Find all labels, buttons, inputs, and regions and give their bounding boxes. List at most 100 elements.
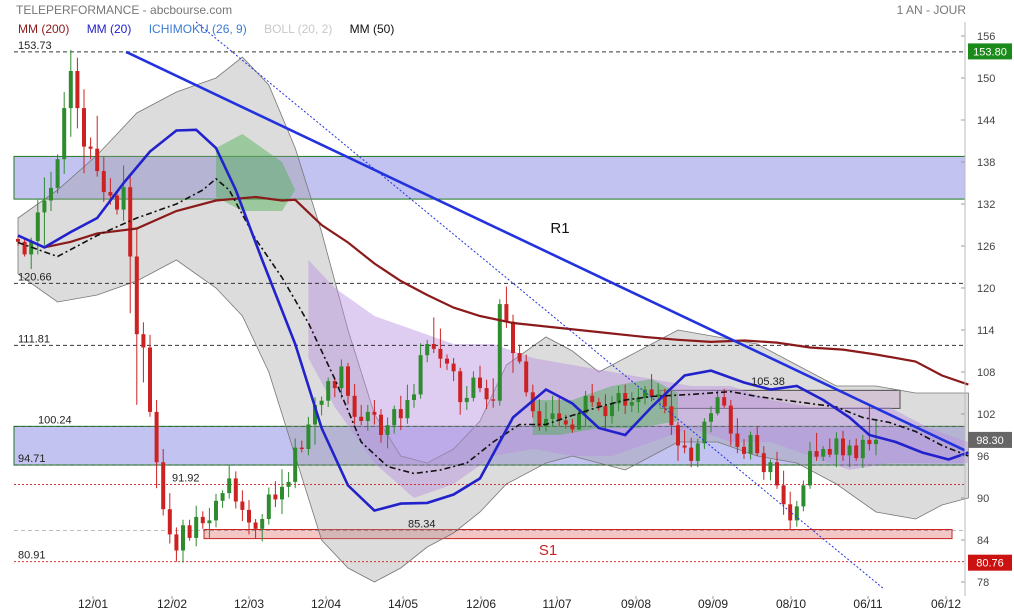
candle-up	[643, 389, 647, 398]
candle-down	[669, 406, 674, 426]
candle-down	[662, 394, 667, 407]
y-tick-label: 84	[977, 535, 989, 547]
candle-up	[794, 506, 799, 521]
level-label: 94.71	[18, 453, 46, 465]
candle-up	[306, 424, 311, 449]
candle-down	[596, 402, 601, 407]
x-tick-label: 08/10	[776, 597, 806, 611]
candle-up	[49, 187, 53, 201]
candle-down	[75, 71, 80, 109]
y-tick-label: 144	[977, 115, 995, 127]
candle-down	[174, 534, 179, 551]
candle-down	[82, 108, 86, 147]
candle-down	[458, 371, 463, 403]
annotation-s1: S1	[539, 542, 557, 559]
candle-up	[418, 355, 423, 395]
candle-down	[233, 478, 238, 502]
price-tag-label: 98.30	[976, 435, 1004, 447]
candle-up	[801, 485, 806, 507]
trendlines-layer	[125, 21, 966, 590]
mm50-line	[17, 177, 969, 475]
candle-up	[616, 393, 621, 404]
candle-down	[814, 451, 819, 457]
x-tick-label: 06/11	[853, 597, 882, 611]
candle-down	[167, 509, 172, 535]
candle-down	[88, 146, 93, 149]
candle-up	[220, 493, 225, 501]
candle-down	[148, 347, 152, 412]
candle-up	[834, 438, 839, 455]
candle-down	[854, 445, 859, 459]
resistance-zone-top	[13, 155, 966, 200]
candle-down	[352, 395, 357, 417]
legend-ichimoku: ICHIMOKU (26, 9)	[148, 22, 247, 36]
candle-down	[22, 241, 27, 255]
annotations-layer: R1 S1 105.38	[539, 220, 785, 559]
candle-up	[464, 397, 469, 403]
level-label: 85.34	[408, 519, 436, 531]
candle-down	[200, 516, 205, 524]
y-axis: 78 84 90 96 102 108 114 120 126 132 138 144 150 156	[961, 22, 995, 596]
candle-down	[761, 453, 766, 473]
candle-up	[313, 404, 317, 425]
candle-down	[115, 195, 119, 210]
candle-down	[728, 405, 733, 434]
candle-down	[299, 447, 304, 449]
candle-down	[788, 504, 793, 521]
candle-up	[550, 413, 555, 419]
y-tick-label: 150	[977, 73, 995, 85]
candle-down	[273, 494, 278, 500]
x-tick-label: 09/09	[698, 597, 728, 611]
candle-down	[332, 381, 337, 389]
candle-down	[372, 411, 377, 415]
legend-mm50: MM (50)	[349, 22, 395, 36]
candle-up	[715, 397, 720, 414]
y-tick-label: 126	[977, 241, 995, 253]
candle-up	[121, 187, 126, 210]
candle-down	[775, 462, 779, 486]
candle-down	[154, 411, 159, 463]
legend-boll: BOLL (20, 2)	[264, 22, 333, 36]
candle-down	[247, 509, 251, 523]
candle-down	[563, 420, 568, 425]
candle-down	[867, 439, 872, 445]
ichimoku-cloud-bearish	[308, 260, 969, 498]
candle-up	[385, 425, 390, 435]
candle-down	[253, 522, 258, 529]
candle-up	[207, 520, 212, 524]
candle-up	[266, 494, 271, 519]
x-tick-label: 14/05	[388, 597, 418, 611]
candle-down	[379, 414, 383, 435]
candle-up	[365, 411, 370, 421]
y-tick-label: 132	[977, 199, 995, 211]
candle-down	[451, 363, 456, 372]
legend-mm200: MM (200)	[18, 22, 70, 36]
candle-down	[511, 321, 515, 354]
level-label: 80.91	[18, 550, 46, 562]
candle-down	[398, 409, 403, 419]
candle-up	[577, 413, 581, 430]
candle-down	[346, 366, 350, 396]
candle-up	[471, 377, 476, 398]
candle-up	[656, 394, 661, 397]
candle-up	[695, 443, 700, 461]
candle-down	[827, 449, 832, 455]
candle-up	[768, 462, 773, 473]
price-tag-bg	[968, 431, 1012, 448]
candle-up	[260, 519, 265, 529]
candle-up	[544, 418, 548, 427]
indicator-legend: MM (200) MM (20) ICHIMOKU (26, 9) BOLL (…	[18, 22, 408, 36]
candle-down	[359, 416, 364, 421]
candle-up	[497, 304, 502, 401]
candle-up	[194, 516, 199, 538]
candle-down	[755, 435, 760, 454]
candle-up	[319, 400, 324, 405]
level-label: 120.66	[18, 271, 52, 283]
price-tag-label: 80.76	[976, 558, 1004, 570]
candle-up	[42, 200, 47, 213]
candle-up	[847, 445, 852, 456]
mm200-line	[17, 195, 969, 386]
candle-up	[860, 439, 865, 459]
candle-down	[517, 353, 522, 362]
